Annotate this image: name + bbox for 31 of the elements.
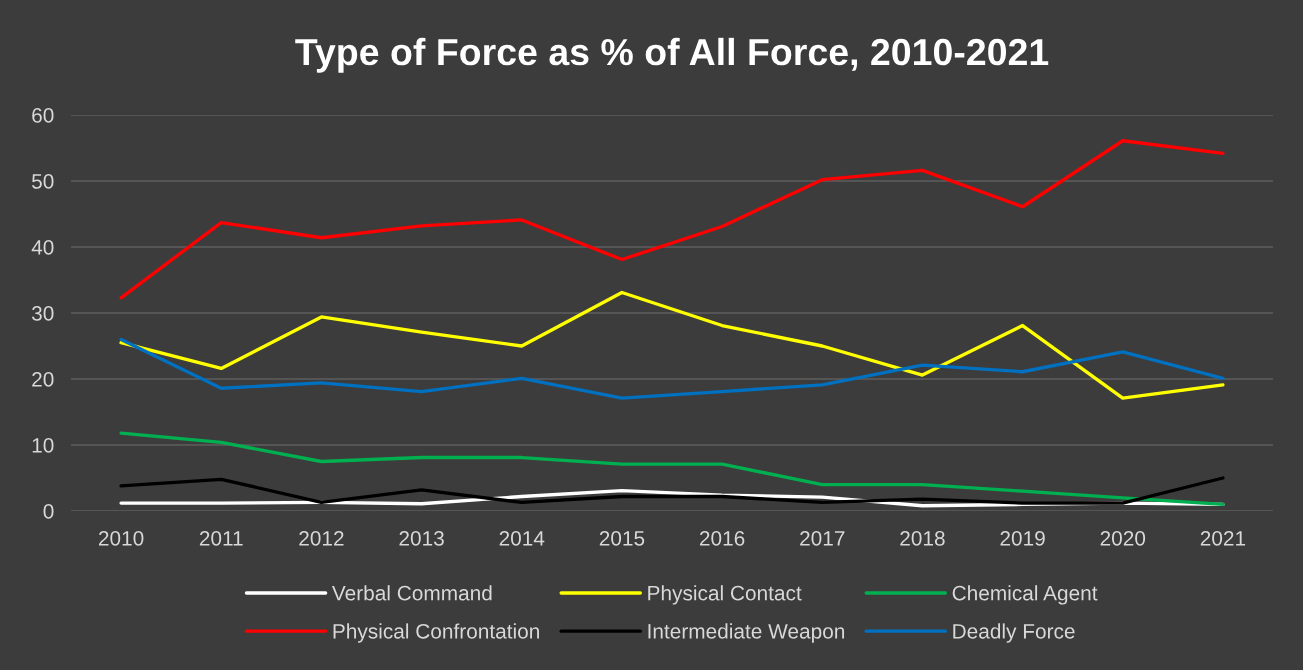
line-series [119,290,1225,400]
x-tick-label: 2018 [900,530,945,546]
x-tick-label: 2012 [299,530,344,546]
legend-label: Intermediate Weapon [648,623,845,643]
x-tick-label: 2017 [800,530,845,546]
line-series [119,337,1225,400]
legend-label: Verbal Command [331,585,492,601]
y-tick-label: 0 [43,504,54,519]
x-tick-label: 2016 [699,530,745,546]
x-tick-label: 2013 [399,530,444,546]
y-tick-label: 10 [32,438,54,453]
legend-label: Deadly Force [953,623,1075,643]
y-tick-label: 30 [31,306,54,321]
line-series [119,476,1225,505]
y-tick-label: 40 [31,240,54,255]
legend-label: Physical Contact [648,585,802,605]
legend-label: Chemical Agent [952,585,1098,605]
line-series [119,139,1225,300]
legend-label: Physical Confrontation [333,623,539,643]
chart-title: Type of Force as % of All Force, 2010-2021 [295,37,1049,73]
x-tick-label: 2010 [98,530,144,546]
x-tick-label: 2019 [1000,530,1045,546]
y-tick-label: 50 [32,174,54,189]
x-tick-label: 2020 [1100,530,1146,546]
x-tick-label: 2014 [499,530,545,546]
y-tick-label: 20 [32,372,54,387]
line-series [119,431,1225,507]
y-tick-label: 60 [32,108,54,123]
x-tick-label: 2021 [1200,530,1246,546]
x-tick-label: 2011 [199,530,243,546]
x-tick-label: 2015 [599,530,645,546]
